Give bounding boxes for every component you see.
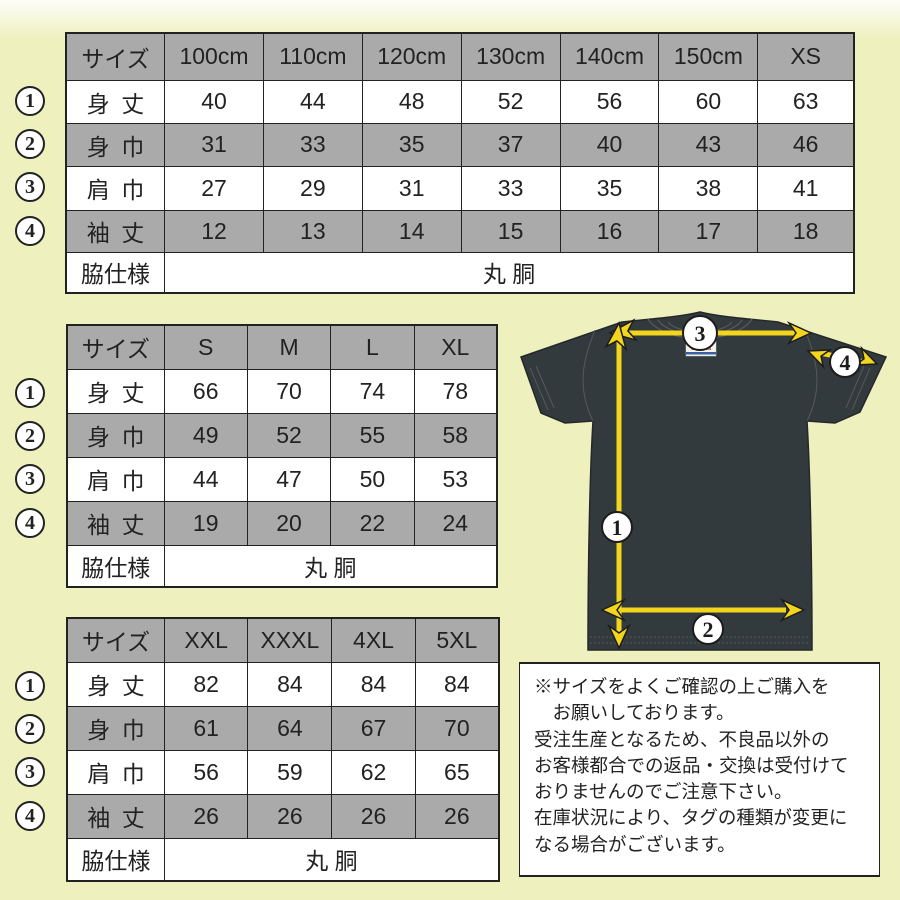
svg-text:4: 4 bbox=[840, 350, 851, 375]
svg-text:2: 2 bbox=[703, 617, 714, 642]
svg-text:3: 3 bbox=[695, 321, 706, 346]
svg-text:1: 1 bbox=[612, 515, 623, 540]
